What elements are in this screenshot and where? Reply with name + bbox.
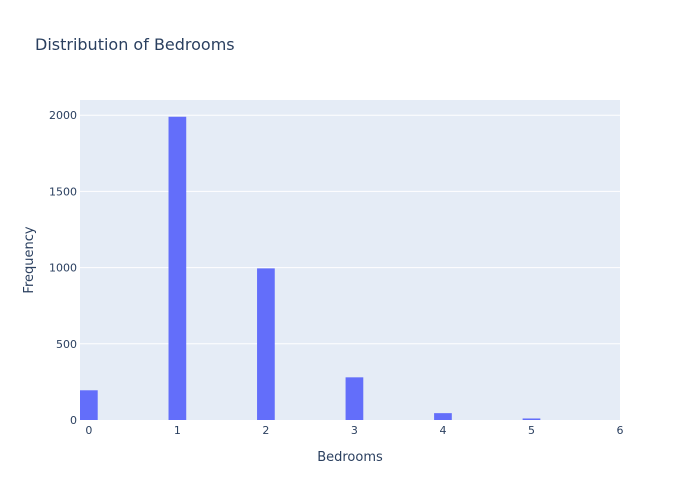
bars[interactable]: [80, 116, 541, 420]
chart-title: Distribution of Bedrooms: [35, 35, 235, 54]
x-tick-label: 0: [85, 424, 92, 437]
y-tick-label: 0: [70, 414, 77, 427]
x-axis-ticks: 0 1 2 3 4 5 6: [85, 424, 623, 437]
bar-bedrooms-1[interactable]: [168, 116, 187, 420]
plot-area: [80, 100, 620, 420]
x-tick-label: 2: [262, 424, 269, 437]
bar-bedrooms-0[interactable]: [80, 390, 98, 420]
x-tick-label: 3: [351, 424, 358, 437]
x-tick-label: 4: [439, 424, 446, 437]
y-tick-label: 1000: [49, 262, 77, 275]
y-axis-title: Frequency: [22, 226, 37, 293]
y-tick-label: 1500: [49, 185, 77, 198]
x-tick-label: 5: [528, 424, 535, 437]
x-tick-label: 1: [174, 424, 181, 437]
bar-bedrooms-3[interactable]: [345, 377, 364, 420]
y-tick-label: 500: [56, 338, 77, 351]
bar-bedrooms-2[interactable]: [257, 268, 275, 420]
x-tick-label: 6: [617, 424, 624, 437]
bar-bedrooms-4[interactable]: [434, 413, 452, 420]
y-tick-label: 2000: [49, 109, 77, 122]
y-axis-ticks: 0 500 1000 1500 2000: [49, 109, 77, 427]
x-axis-title: Bedrooms: [317, 450, 383, 465]
bar-bedrooms-5[interactable]: [522, 418, 541, 420]
